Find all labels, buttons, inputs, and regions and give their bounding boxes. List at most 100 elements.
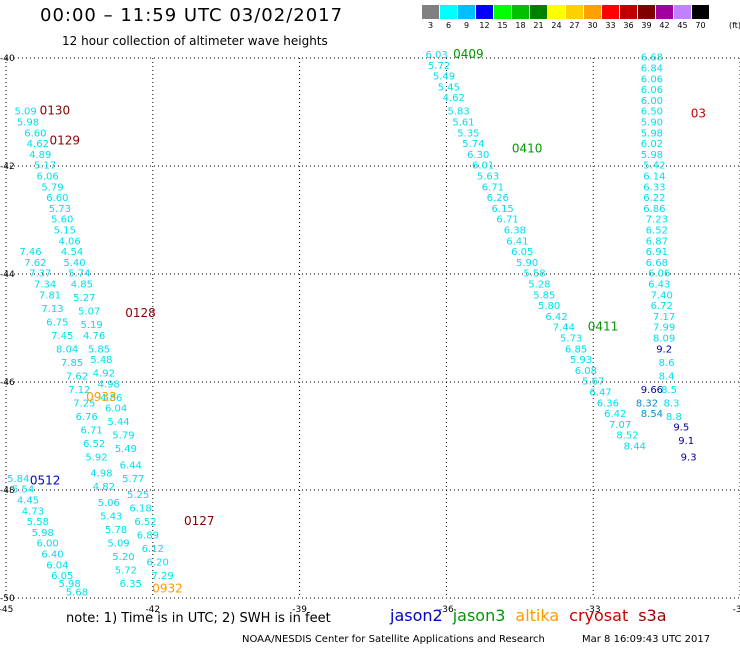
wave-height-point: 5.42 <box>643 161 665 172</box>
wave-height-point: 8.09 <box>653 334 675 345</box>
wave-height-point: 5.90 <box>641 118 663 129</box>
wave-height-point: 5.68 <box>66 587 88 598</box>
y-tick-label: -50 <box>0 594 15 604</box>
wave-height-point: 8.5 <box>661 385 677 396</box>
wave-height-point: 4.06 <box>58 236 80 247</box>
wave-height-point: 5.85 <box>533 290 555 301</box>
wave-height-point: 5.84 <box>7 474 29 485</box>
wave-height-point: 5.72 <box>428 61 450 72</box>
wave-height-point: 6.26 <box>487 193 509 204</box>
wave-height-point: 5.98 <box>32 528 54 539</box>
x-tick-label: -33 <box>586 605 601 615</box>
scale-swatch <box>422 5 439 19</box>
wave-height-point: 8.44 <box>624 442 646 453</box>
scale-label: 24 <box>551 21 562 30</box>
wave-height-point: 5.90 <box>516 258 538 269</box>
wave-height-point: 6.00 <box>641 96 663 107</box>
pass-time-label: 0409 <box>453 47 484 61</box>
legend-entry: cryosat <box>569 606 629 625</box>
scale-label: 27 <box>569 21 580 30</box>
scale-label: 3 <box>427 21 434 30</box>
wave-height-point: 4.85 <box>71 280 93 291</box>
wave-height-point: 6.00 <box>36 539 58 550</box>
wave-height-point: 6.42 <box>604 409 626 420</box>
wave-height-point: 8.4 <box>659 371 675 382</box>
wave-height-point: 6.03 <box>425 50 447 61</box>
wave-height-point: 7.12 <box>68 385 90 396</box>
wave-height-point: 5.73 <box>49 204 71 215</box>
scale-label: 9 <box>463 21 470 30</box>
wave-height-point: 6.40 <box>41 550 63 561</box>
scale-label: 70 <box>695 21 706 30</box>
scale-swatch <box>494 5 511 19</box>
wave-height-point: 4.92 <box>93 369 115 380</box>
wave-height-point: 4.73 <box>22 506 44 517</box>
wave-height-point: 6.91 <box>646 247 668 258</box>
wave-height-point: 5.74 <box>68 269 90 280</box>
wave-height-point: 6.44 <box>120 460 142 471</box>
wave-height-point: 7.40 <box>651 290 673 301</box>
wave-height-point: 8.32 <box>636 398 658 409</box>
pass-time-label: 0932 <box>152 582 183 596</box>
wave-height-point: 5.83 <box>448 107 470 118</box>
wave-height-point: 5.67 <box>582 377 604 388</box>
wave-height-point: 7.81 <box>39 290 61 301</box>
wave-height-point: 5.58 <box>27 517 49 528</box>
wave-height-point: 7.44 <box>553 323 575 334</box>
wave-height-point: 4.76 <box>83 331 105 342</box>
wave-height-point: 9.3 <box>681 452 697 463</box>
wave-height-point: 5.61 <box>452 118 474 129</box>
pass-time-label: 0128 <box>125 306 156 320</box>
wave-height-point: 5.80 <box>538 301 560 312</box>
wave-height-point: 4.45 <box>17 496 39 507</box>
scale-swatch <box>620 5 637 19</box>
wave-height-point: 9.66 <box>641 385 663 396</box>
wave-height-point: 4.82 <box>93 482 115 493</box>
wave-height-point: 6.35 <box>120 579 142 590</box>
y-tick-label: -48 <box>0 486 15 496</box>
wave-height-point: 6.12 <box>142 544 164 555</box>
wave-height-point: 7.46 <box>19 247 41 258</box>
wave-height-point: 5.27 <box>73 293 95 304</box>
wave-height-point: 7.13 <box>41 304 63 315</box>
legend-entry: altika <box>515 606 560 625</box>
wave-height-point: 6.06 <box>641 74 663 85</box>
wave-height-point: 8.3 <box>664 398 680 409</box>
scale-label: 12 <box>479 21 490 30</box>
scale-swatch <box>476 5 493 19</box>
wave-height-point: 5.09 <box>107 539 129 550</box>
wave-height-point: 6.08 <box>575 366 597 377</box>
x-tick-label: -39 <box>292 605 307 615</box>
wave-height-point: 6.71 <box>482 182 504 193</box>
scale-swatch <box>656 5 673 19</box>
x-tick-label: -36 <box>439 605 454 615</box>
wave-height-point: 5.85 <box>88 344 110 355</box>
wave-height-point: 5.45 <box>438 82 460 93</box>
page-title: 00:00 – 11:59 UTC 03/02/2017 <box>40 5 344 26</box>
wave-height-point: 6.47 <box>589 388 611 399</box>
wave-height-point: 5.06 <box>98 498 120 509</box>
wave-height-point: 5.79 <box>112 431 134 442</box>
wave-height-point: 8.04 <box>56 344 78 355</box>
wave-height-point: 6.68 <box>646 258 668 269</box>
wave-height-point: 5.17 <box>34 161 56 172</box>
wave-height-point: 8.6 <box>659 358 675 369</box>
wave-height-point: 4.86 <box>100 393 122 404</box>
wave-height-point: 6.06 <box>641 85 663 96</box>
wave-height-point: 6.71 <box>496 215 518 226</box>
wave-height-point: 5.35 <box>457 128 479 139</box>
pass-time-label: 0130 <box>40 104 71 118</box>
wave-height-point: 6.72 <box>651 301 673 312</box>
wave-height-point: 7.29 <box>151 571 173 582</box>
scale-swatch <box>530 5 547 19</box>
wave-height-point: 5.43 <box>100 512 122 523</box>
wave-height-point: 5.98 <box>641 128 663 139</box>
wave-height-point: 5.60 <box>51 215 73 226</box>
pass-time-label: 0129 <box>49 133 80 147</box>
wave-height-point: 6.06 <box>36 172 58 183</box>
scale-swatch <box>548 5 565 19</box>
scale-label: 45 <box>677 21 688 30</box>
wave-height-point: 6.42 <box>545 312 567 323</box>
chart-subtitle: 12 hour collection of altimeter wave hei… <box>62 34 328 48</box>
